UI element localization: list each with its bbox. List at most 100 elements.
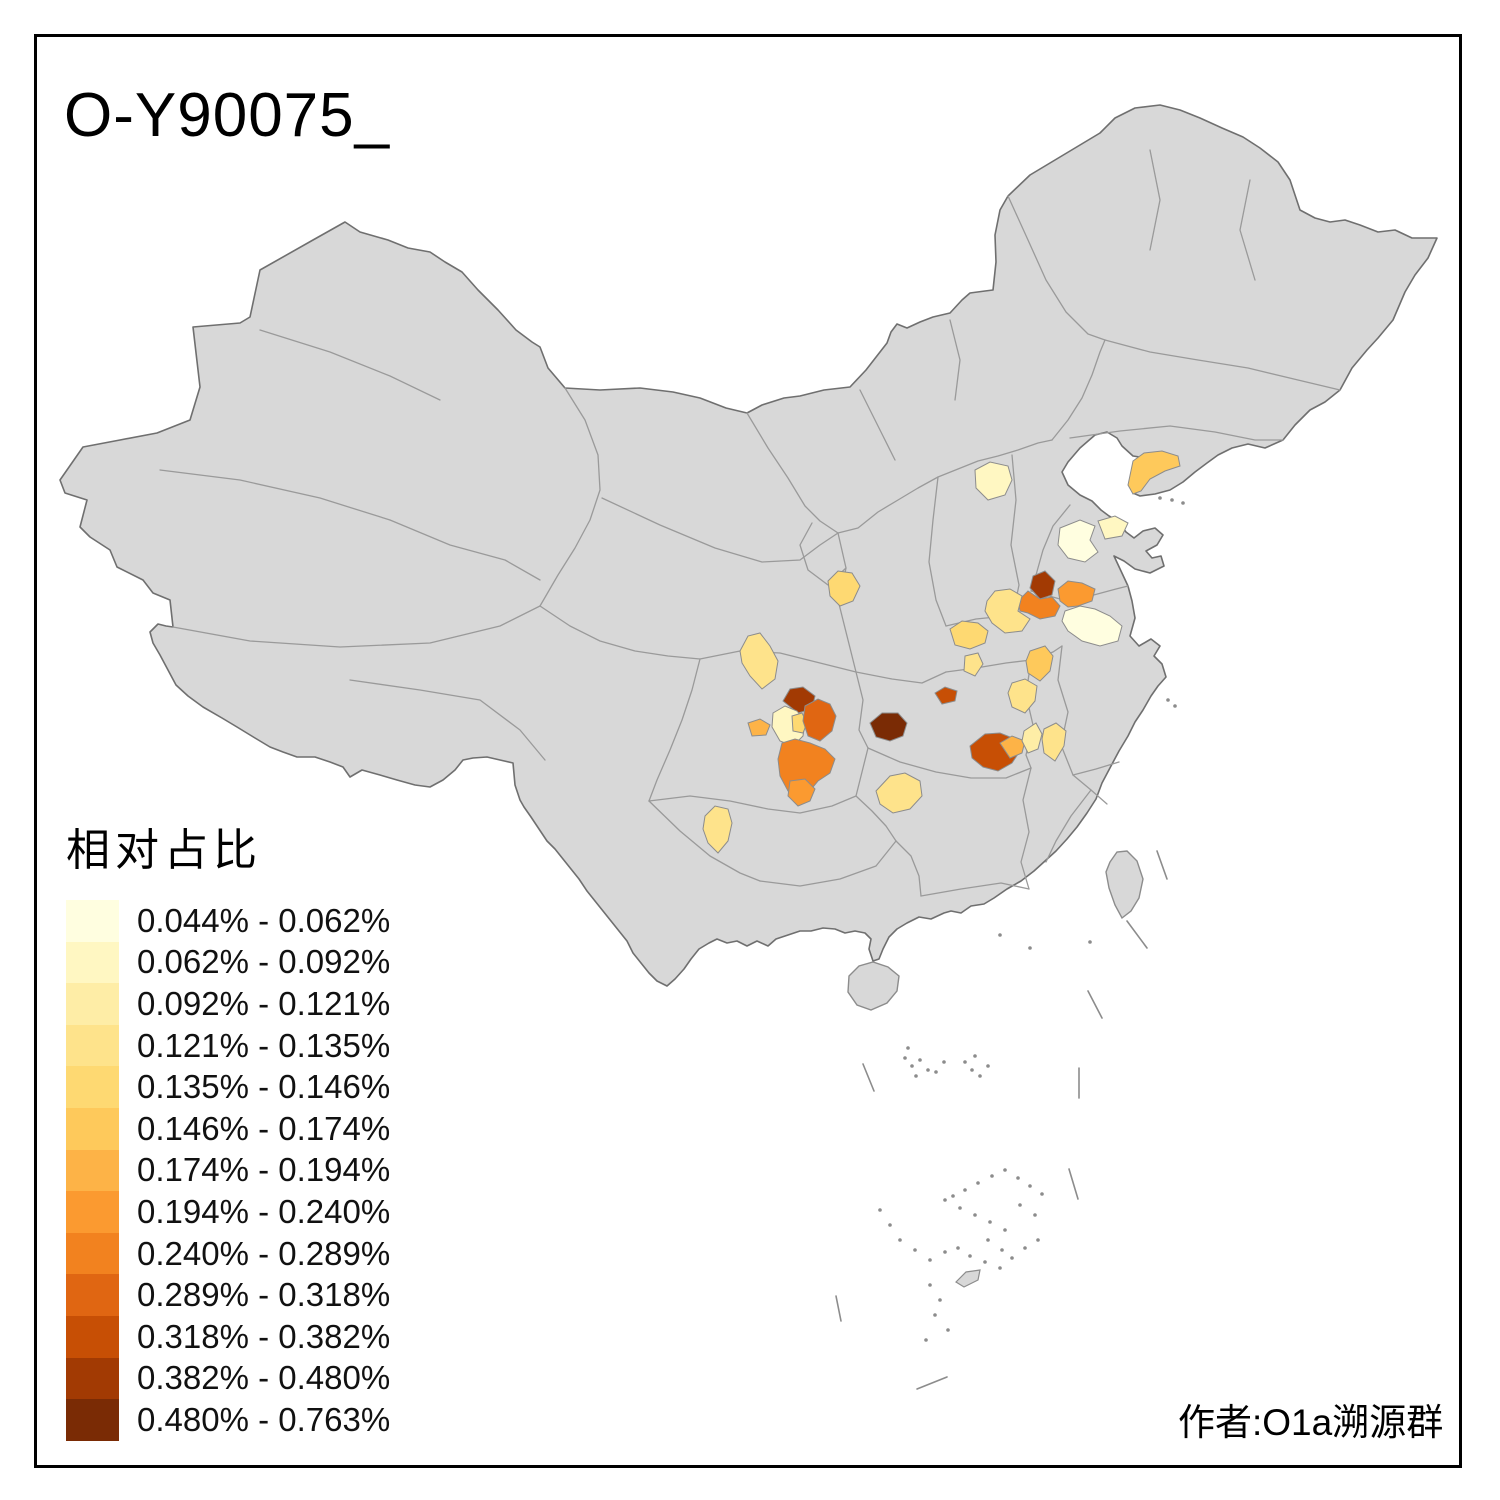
island-dot [1023,1246,1027,1250]
legend-swatch [66,1232,119,1275]
map-region-14 [934,686,958,705]
island-dot [951,1194,955,1198]
map-region-23 [787,778,816,807]
island-dot [1003,1228,1007,1232]
island-dot [1088,940,1092,944]
island-dot [976,1181,980,1185]
island-dot [888,1223,892,1227]
map-region-02 [1127,450,1181,495]
legend-row: 0.240% - 0.289% [66,1232,391,1275]
legend-row: 0.135% - 0.146% [66,1066,390,1108]
plot-title: O-Y90075_ [64,81,391,150]
island-dot [973,1213,977,1217]
island-dot [990,1174,994,1178]
map-region-10 [949,620,989,650]
legend-row: 0.092% - 0.121% [66,983,390,1025]
island-dots [878,496,1185,1342]
map-region-21 [747,718,771,737]
island-dot [924,1338,928,1342]
island-dot [1166,698,1170,702]
legend-swatch [66,1357,119,1400]
legend-row: 0.318% - 0.382% [66,1315,391,1358]
legend-swatch [66,1024,119,1067]
island-dot [943,1198,947,1202]
attribution: 作者:O1a溯源群 [1178,1402,1444,1443]
legend-row: 0.480% - 0.763% [66,1399,390,1441]
map-region-08 [984,588,1031,634]
island-dot [958,1206,962,1210]
island-dot [1033,1213,1037,1217]
map-region-24 [869,712,908,742]
map-region-09 [1061,605,1123,647]
island-dot [934,1070,938,1074]
island-dot [928,1283,932,1287]
legend-label: 0.092% - 0.121% [137,984,391,1022]
island-dot [973,1054,977,1058]
island-dot [903,1056,907,1060]
legend-row: 0.146% - 0.174% [66,1107,390,1150]
legend-row: 0.194% - 0.240% [66,1191,390,1233]
island-dot [1003,1168,1007,1172]
island-dot [970,1068,974,1072]
legend-swatch [66,983,119,1025]
map-region-12 [1025,645,1054,682]
island-dot [946,1328,950,1332]
map-region-13 [1007,678,1038,714]
legend-swatch [66,941,119,984]
map-region-04 [1097,515,1129,540]
island-dot [1016,1176,1020,1180]
island-dot [1028,1184,1032,1188]
map-region-11 [963,652,984,677]
island-dot [988,1220,992,1224]
legend-swatch [66,1274,119,1316]
island-dot [983,1260,987,1264]
legend-swatch [66,1149,119,1192]
island-dot [928,1258,932,1262]
map-region-03 [1057,519,1099,563]
legend-swatch [66,1399,119,1441]
legend-swatch [66,1107,119,1150]
island-dot [918,1058,922,1062]
legend: 相对占比 0.044% - 0.062% 0.062% - 0.092% 0.092… [66,814,390,1441]
island-dot [943,1250,947,1254]
island-dot [986,1238,990,1242]
legend-label: 0.318% - 0.382% [137,1317,391,1355]
island-dot [1028,946,1032,950]
legend-label: 0.135% - 0.146% [137,1068,391,1106]
legend-label: 0.062% - 0.092% [137,943,391,981]
island-dot [1173,704,1177,708]
island-dot [963,1188,967,1192]
map-region-28 [999,735,1026,759]
island-dot [1000,1248,1004,1252]
legend-label: 0.044% - 0.062% [137,901,391,939]
legend-label: 0.121% - 0.135% [137,1026,391,1064]
legend-label: 0.174% - 0.194% [137,1151,391,1189]
south-sea-islet [955,1269,981,1288]
island-dot [968,1254,972,1258]
legend-label: 0.240% - 0.289% [137,1234,391,1272]
legend-rows: 0.044% - 0.062% 0.062% - 0.092% 0.092% - 0… [66,900,390,1441]
province-borders [159,149,1341,897]
island-dot [998,1266,1002,1270]
map-region-26 [702,805,733,854]
legend-swatch [66,900,119,942]
island-dot [926,1068,930,1072]
islands-group [847,850,1144,1288]
map-region-29 [1021,722,1043,754]
map-region-16 [739,632,779,690]
hainan-island [847,961,900,1011]
legend-row: 0.044% - 0.062% [66,900,390,942]
island-dot [1158,496,1162,500]
map-region-30 [1041,722,1067,762]
legend-label: 0.382% - 0.480% [137,1359,391,1397]
island-dot [1010,1256,1014,1260]
island-dot [942,1060,946,1064]
legend-swatch [66,1066,119,1108]
mainland-outline [59,104,1438,987]
legend-swatch [66,1191,119,1233]
island-dot [998,933,1002,937]
island-dot [978,1074,982,1078]
island-dot [898,1238,902,1242]
